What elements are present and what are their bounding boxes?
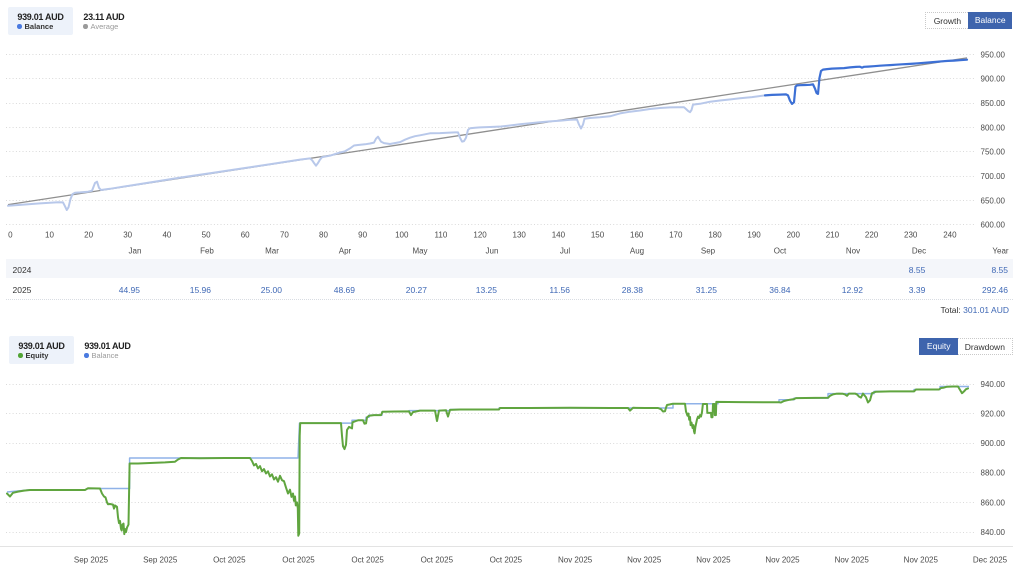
svg-text:140: 140 bbox=[552, 230, 566, 239]
svg-text:150: 150 bbox=[591, 230, 605, 239]
svg-text:Aug: Aug bbox=[630, 247, 644, 256]
svg-text:Oct 2025: Oct 2025 bbox=[490, 555, 523, 564]
svg-text:220: 220 bbox=[865, 230, 879, 239]
svg-text:50: 50 bbox=[202, 230, 211, 239]
svg-text:100: 100 bbox=[395, 230, 409, 239]
svg-text:210: 210 bbox=[826, 230, 840, 239]
svg-text:230: 230 bbox=[904, 230, 918, 239]
svg-text:860.00: 860.00 bbox=[981, 498, 1006, 507]
svg-text:Nov: Nov bbox=[846, 247, 860, 256]
svg-text:110: 110 bbox=[435, 230, 448, 239]
svg-text:Oct 2025: Oct 2025 bbox=[213, 555, 246, 564]
svg-text:Year: Year bbox=[992, 247, 1009, 256]
svg-text:Dec 2025: Dec 2025 bbox=[973, 555, 1008, 564]
svg-text:Jan: Jan bbox=[129, 247, 142, 256]
svg-text:840.00: 840.00 bbox=[981, 528, 1006, 537]
svg-text:850.00: 850.00 bbox=[981, 99, 1006, 108]
svg-text:Oct: Oct bbox=[774, 247, 787, 256]
svg-text:Nov 2025: Nov 2025 bbox=[558, 555, 593, 564]
svg-text:950.00: 950.00 bbox=[981, 50, 1006, 59]
svg-text:Mar: Mar bbox=[265, 247, 279, 256]
svg-text:200: 200 bbox=[787, 230, 801, 239]
svg-text:40: 40 bbox=[162, 230, 171, 239]
svg-text:Oct 2025: Oct 2025 bbox=[351, 555, 384, 564]
svg-text:Nov 2025: Nov 2025 bbox=[627, 555, 662, 564]
svg-text:Apr: Apr bbox=[339, 247, 352, 256]
svg-text:600.00: 600.00 bbox=[981, 221, 1006, 230]
svg-text:70: 70 bbox=[280, 230, 289, 239]
svg-text:Jun: Jun bbox=[486, 247, 499, 256]
svg-text:750.00: 750.00 bbox=[981, 148, 1006, 157]
svg-text:60: 60 bbox=[241, 230, 250, 239]
svg-text:0: 0 bbox=[8, 230, 13, 239]
svg-text:940.00: 940.00 bbox=[981, 380, 1006, 389]
svg-text:190: 190 bbox=[747, 230, 761, 239]
svg-text:Nov 2025: Nov 2025 bbox=[765, 555, 800, 564]
svg-text:Sep: Sep bbox=[701, 247, 716, 256]
svg-text:Oct 2025: Oct 2025 bbox=[282, 555, 315, 564]
svg-text:Sep 2025: Sep 2025 bbox=[74, 555, 109, 564]
svg-text:Oct 2025: Oct 2025 bbox=[421, 555, 454, 564]
svg-text:30: 30 bbox=[123, 230, 132, 239]
svg-text:240: 240 bbox=[943, 230, 957, 239]
svg-text:900.00: 900.00 bbox=[981, 439, 1006, 448]
svg-text:Sep 2025: Sep 2025 bbox=[143, 555, 178, 564]
svg-text:800.00: 800.00 bbox=[981, 123, 1006, 132]
svg-text:700.00: 700.00 bbox=[981, 172, 1006, 181]
svg-text:90: 90 bbox=[358, 230, 367, 239]
svg-text:650.00: 650.00 bbox=[981, 196, 1006, 205]
svg-text:Dec: Dec bbox=[912, 247, 926, 256]
svg-text:130: 130 bbox=[513, 230, 527, 239]
svg-text:880.00: 880.00 bbox=[981, 469, 1006, 478]
svg-text:Nov 2025: Nov 2025 bbox=[835, 555, 870, 564]
svg-text:Jul: Jul bbox=[560, 247, 570, 256]
svg-text:170: 170 bbox=[669, 230, 683, 239]
svg-text:900.00: 900.00 bbox=[981, 75, 1006, 84]
svg-text:920.00: 920.00 bbox=[981, 410, 1006, 419]
svg-text:Feb: Feb bbox=[200, 247, 214, 256]
svg-text:160: 160 bbox=[630, 230, 644, 239]
svg-text:20: 20 bbox=[84, 230, 93, 239]
svg-text:Nov 2025: Nov 2025 bbox=[696, 555, 731, 564]
svg-text:120: 120 bbox=[473, 230, 487, 239]
svg-text:Nov 2025: Nov 2025 bbox=[904, 555, 939, 564]
svg-text:10: 10 bbox=[45, 230, 54, 239]
svg-text:180: 180 bbox=[708, 230, 722, 239]
svg-text:May: May bbox=[412, 247, 427, 256]
svg-text:80: 80 bbox=[319, 230, 328, 239]
